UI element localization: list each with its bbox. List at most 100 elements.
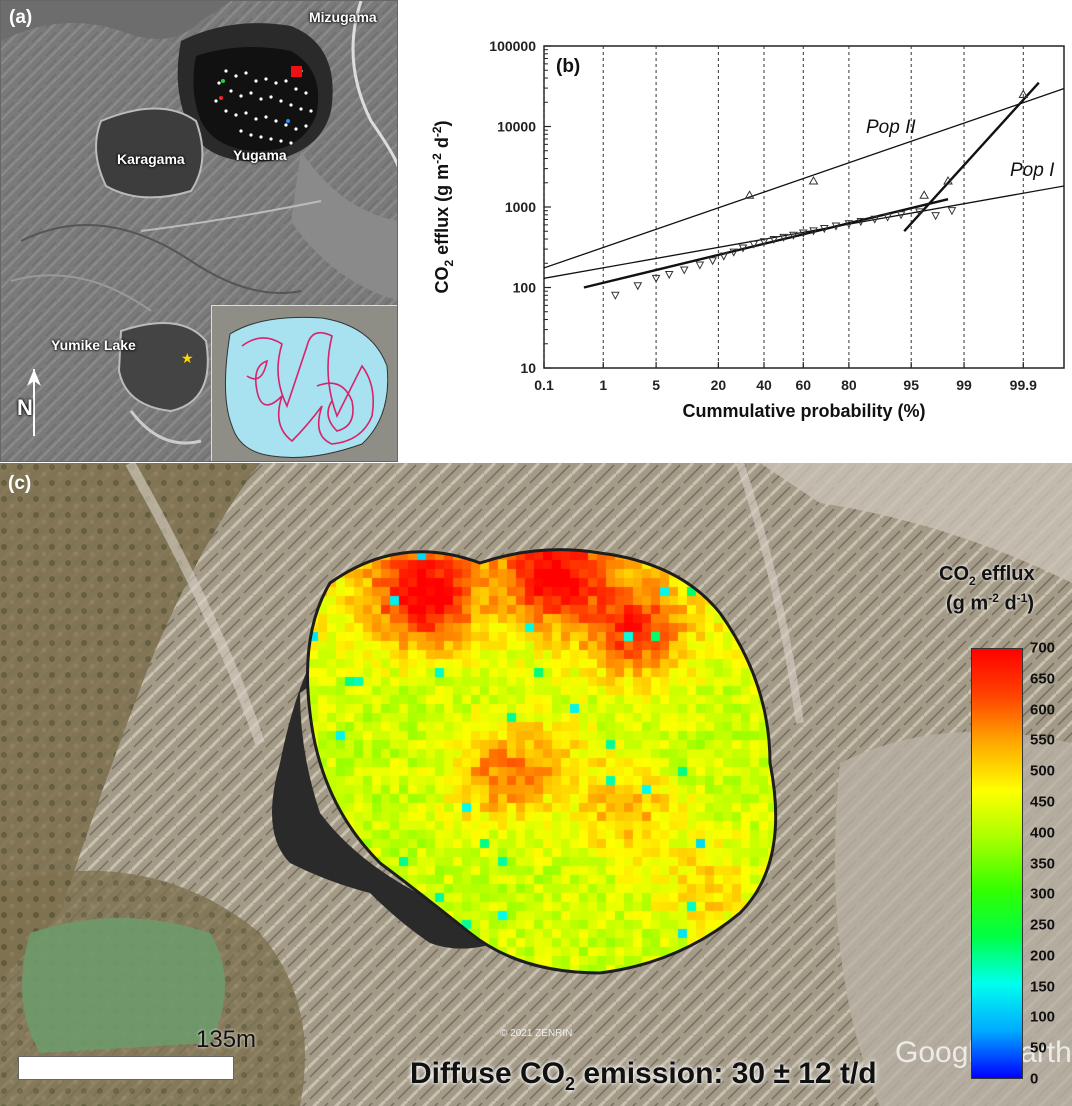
y-axis-title: CO2 efflux (g m-2 d-2) [430, 120, 456, 293]
point-pop-i-2 [651, 274, 661, 283]
point-pop-ii-2 [919, 190, 930, 199]
x-tick-label-8: 99 [956, 377, 972, 393]
co2-heatmap [0, 463, 1072, 1106]
x-tick-label-7: 95 [903, 377, 919, 393]
point-pop-i-10 [749, 240, 759, 249]
point-pop-i-22 [883, 213, 892, 222]
x-tick-label-0: 0.1 [534, 377, 554, 393]
x-tick-label-9: 99.9 [1010, 377, 1037, 393]
panel-a-label: (a) [9, 7, 33, 28]
label-mizugama: Mizugama [309, 9, 377, 25]
colorbar-title: CO2 efflux [939, 563, 1035, 588]
point-pop-i-9 [738, 244, 748, 253]
point-pop-ii-3 [943, 176, 953, 185]
point-pop-i-23 [896, 211, 906, 220]
panel-c-label: (c) [8, 473, 32, 494]
point-pop-i-18 [831, 222, 841, 231]
point-pop-ii-4 [1018, 89, 1029, 98]
point-pop-i-11 [759, 238, 769, 247]
colorbar-tick-250: 250 [1030, 916, 1056, 934]
colorbar-unit: (g m-2 d-1) [946, 591, 1035, 615]
point-pop-i-14 [789, 231, 798, 240]
point-pop-i-6 [708, 257, 717, 266]
plot-frame [543, 45, 1065, 369]
label-yugama: Yugama [233, 147, 287, 163]
crater-outline [306, 548, 778, 975]
copyright-text: © 2021 ZENRIN [500, 1028, 573, 1039]
point-pop-i-20 [856, 218, 866, 227]
point-pop-i-17 [819, 225, 829, 234]
label-pop-i: Pop I [1010, 160, 1055, 181]
point-pop-i-5 [695, 261, 705, 270]
fit-line-pop-ii [544, 87, 1064, 269]
point-pop-i-12 [769, 235, 779, 245]
x-tick-label-5: 60 [795, 377, 811, 393]
point-pop-i-8 [729, 248, 739, 257]
colorbar-gradient [971, 648, 1023, 1079]
point-pop-i-15 [798, 229, 808, 238]
data-points [611, 89, 1029, 300]
point-pop-i-25 [931, 212, 940, 221]
inset-map [211, 305, 397, 461]
label-pop-ii: Pop II [866, 117, 916, 138]
colorbar-tick-200: 200 [1030, 947, 1056, 965]
colorbar-tick-300: 300 [1030, 885, 1056, 903]
panel-b-chart: 0.1 1 5 20 40 60 80 95 99 99.9 10 100 1000 10000 10000… [400, 0, 1072, 462]
y-tick-label-2: 1000 [505, 199, 536, 215]
colorbar-tick-700: 700 [1030, 639, 1056, 657]
x-tick-label-3: 20 [711, 377, 727, 393]
y-tick-label-0: 10 [520, 360, 536, 376]
colorbar-tick-650: 650 [1030, 670, 1056, 688]
emission-caption: Diffuse CO2 emission: 30 ± 12 t/d [410, 1057, 877, 1094]
tick-layer: 0.1 1 5 20 40 60 80 95 99 99.9 10 100 1000 10000 10000… [489, 38, 1037, 393]
colorbar-tick-50: 50 [1030, 1039, 1047, 1057]
panel-b-label: (b) [556, 56, 581, 77]
y-tick-label-3: 10000 [497, 119, 536, 135]
point-pop-i-4 [679, 266, 689, 275]
point-pop-ii-1 [808, 176, 819, 185]
label-yumike-lake: Yumike Lake [51, 337, 136, 353]
x-tick-label-1: 1 [599, 377, 607, 393]
x-tick-label-6: 80 [841, 377, 857, 393]
colorbar-tick-0: 0 [1030, 1070, 1039, 1088]
y-tick-label-4: 100000 [489, 38, 536, 54]
point-pop-i-7 [719, 252, 729, 261]
probability-plot: 0.1 1 5 20 40 60 80 95 99 99.9 10 100 1000 10000 10000… [430, 38, 1065, 421]
point-pop-i-3 [664, 271, 674, 280]
inset-track [225, 316, 389, 458]
marker-square [291, 66, 302, 77]
point-pop-ii-0 [744, 190, 755, 199]
colorbar-tick-500: 500 [1030, 762, 1056, 780]
scale-bar [18, 1056, 234, 1080]
y-tick-label-1: 100 [513, 280, 537, 296]
panel-c-map: (c) 135m © 2021 ZENRIN Google Earth CO2 … [0, 463, 1072, 1106]
point-pop-i-19 [844, 220, 854, 229]
point-pop-i-16 [809, 227, 818, 236]
colorbar-tick-450: 450 [1030, 793, 1056, 811]
map-a-terrain: ★ [1, 1, 397, 461]
colorbar-tick-400: 400 [1030, 824, 1056, 842]
label-karagama: Karagama [117, 151, 185, 167]
colorbar-tick-150: 150 [1030, 978, 1056, 996]
point-pop-i-1 [633, 282, 643, 291]
star-icon: ★ [181, 350, 194, 366]
point-pop-i-21 [870, 215, 880, 224]
colorbar-tick-350: 350 [1030, 855, 1056, 872]
north-arrow-icon [27, 369, 41, 436]
point-pop-i-13 [779, 233, 788, 242]
panel-a-map: ★ (a) Mizugama Karagama Yugama Yumike La… [0, 0, 398, 462]
fit-line-pop-i [544, 185, 1064, 279]
point-pop-i-24 [915, 208, 924, 217]
x-axis-title: Cummulative probability (%) [682, 401, 925, 421]
colorbar-tick-550: 550 [1030, 731, 1056, 749]
colorbar-tick-100: 100 [1030, 1008, 1056, 1026]
x-tick-label-2: 5 [652, 377, 660, 393]
sampling-points [214, 69, 313, 145]
fit-line-segment-3 [903, 81, 1040, 233]
point-pop-i-26 [947, 207, 957, 216]
colorbar-tick-600: 600 [1030, 701, 1056, 719]
scale-label: 135m [196, 1026, 257, 1053]
point-pop-i-0 [611, 291, 620, 300]
north-label: N [17, 395, 33, 420]
x-tick-label-4: 40 [756, 377, 772, 393]
